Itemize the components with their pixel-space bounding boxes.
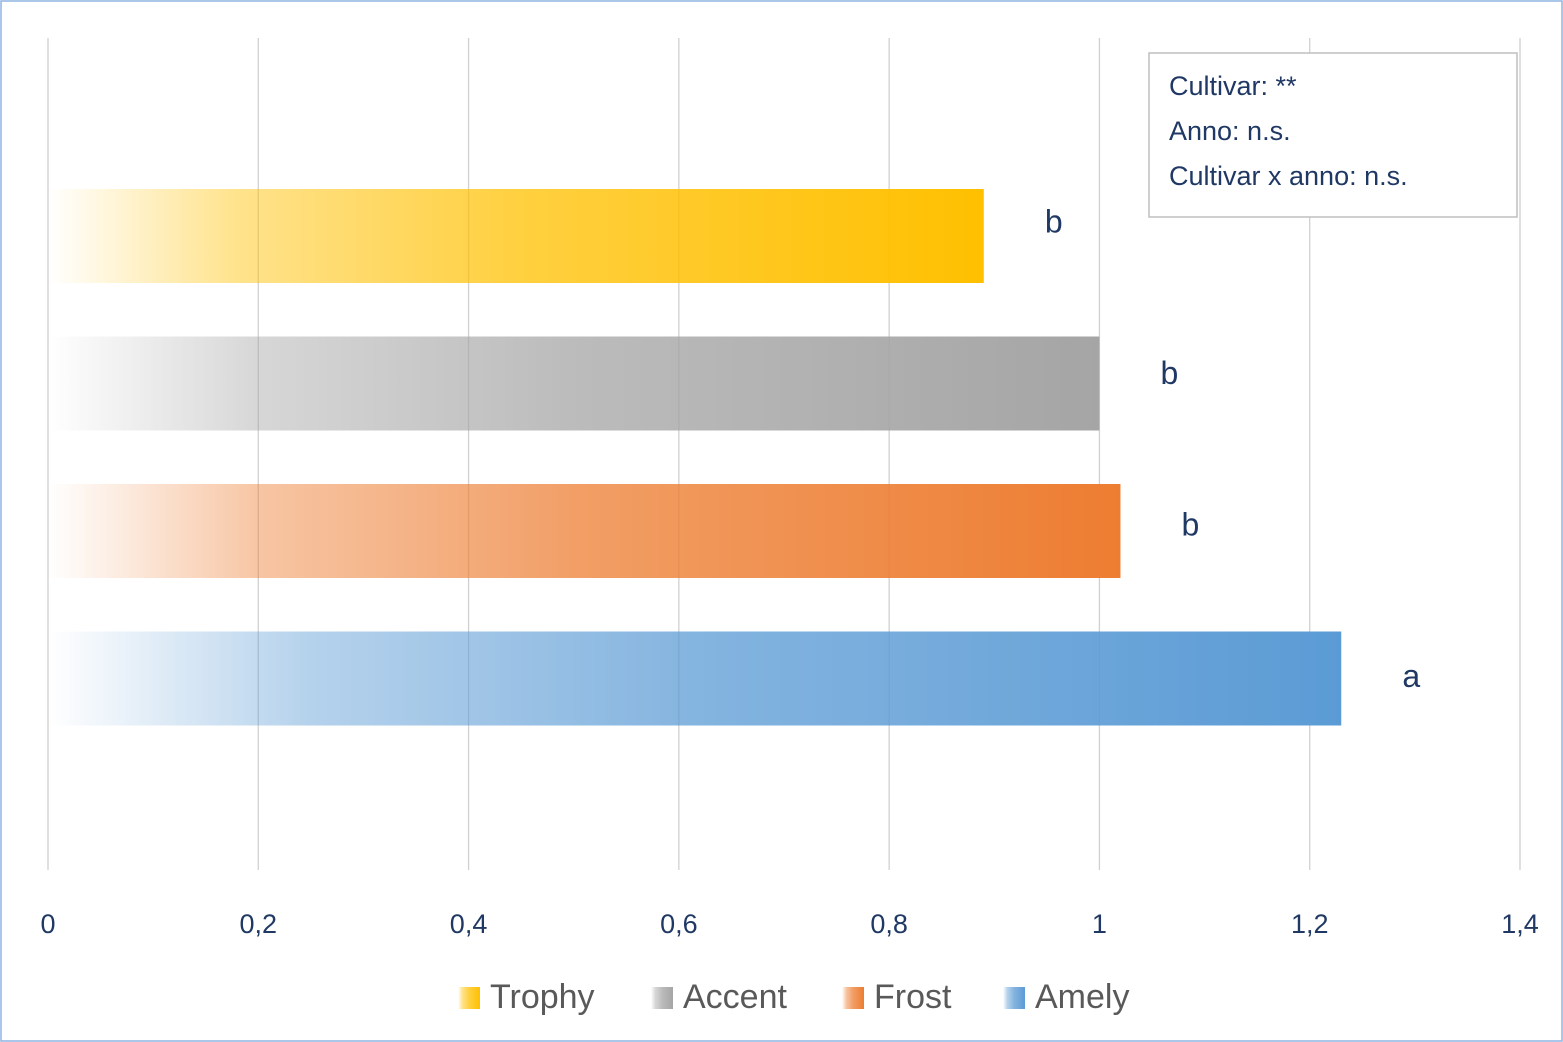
legend-swatch [1003, 987, 1025, 1009]
bar [48, 484, 1121, 578]
bar [48, 631, 1342, 726]
x-tick-label: 0,8 [870, 909, 908, 939]
legend-label: Trophy [490, 978, 595, 1016]
legend-swatch [651, 987, 673, 1009]
note-text: Anno: n.s. [1169, 116, 1291, 146]
x-tick-label: 0 [40, 909, 55, 939]
x-tick-label: 1,2 [1291, 909, 1329, 939]
significance-label: b [1045, 203, 1063, 239]
significance-label: b [1161, 355, 1179, 391]
x-tick-label: 0,4 [450, 909, 488, 939]
x-tick-label: 1 [1092, 909, 1107, 939]
significance-label: a [1402, 658, 1420, 694]
legend-label: Amely [1035, 978, 1129, 1016]
x-tick-label: 1,4 [1501, 909, 1539, 939]
bar [48, 336, 1100, 431]
x-tick-label: 0,2 [240, 909, 278, 939]
note-box [1148, 52, 1518, 218]
note-text: Cultivar: ** [1169, 71, 1297, 101]
legend-swatch [458, 987, 480, 1009]
significance-label: b [1182, 506, 1200, 542]
bar [48, 189, 984, 283]
note-text: Cultivar x anno: n.s. [1169, 161, 1408, 191]
legend-swatch [842, 987, 864, 1009]
x-tick-label: 0,6 [660, 909, 698, 939]
legend-label: Frost [874, 978, 952, 1016]
legend-label: Accent [683, 978, 787, 1016]
